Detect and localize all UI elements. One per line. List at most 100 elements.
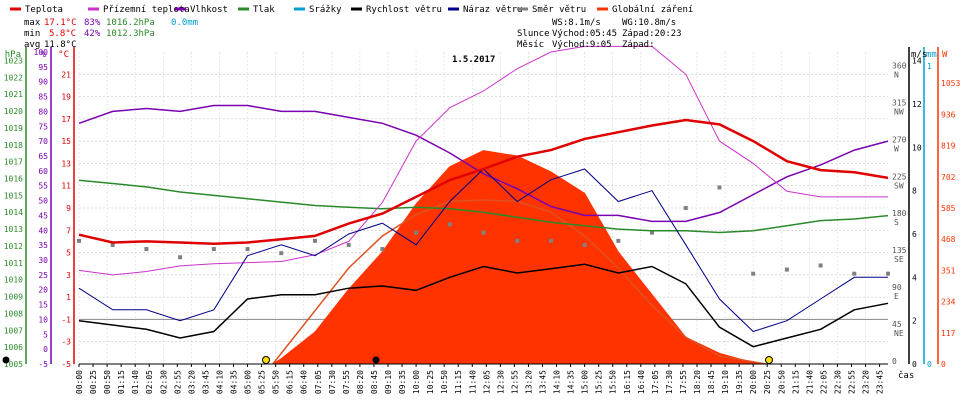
chart-title: 1.5.2017 <box>452 55 495 65</box>
x-tick-label: 10:50 <box>440 370 449 394</box>
axis-tick-humidity_pct: 60 <box>38 167 48 176</box>
sunset-marker <box>765 356 773 364</box>
axes: hPa1023102210211020101910181017101610151… <box>4 47 960 369</box>
radiation-area <box>271 150 767 365</box>
axis-tick-pressure_hpa: 1017 <box>4 158 23 167</box>
axis-tick-pressure_hpa: 1007 <box>4 326 23 335</box>
axis-tick-temperature_c: 9 <box>66 204 71 213</box>
x-tick-label: 07:30 <box>328 370 337 394</box>
axis-tick-humidity_pct: 30 <box>38 256 48 265</box>
axis-tick-wind-dir-label: NW <box>894 107 904 116</box>
axis-tick-humidity_pct: 45 <box>38 211 48 220</box>
legend-label: Tlak <box>253 5 275 15</box>
axis-label-pressure_hpa: hPa <box>5 50 21 60</box>
info-ws: WS:8.1m/s <box>552 18 601 28</box>
axis-tick-wind-dir: 45 <box>892 320 902 329</box>
axis-tick-humidity_pct: 50 <box>38 197 48 206</box>
stat-max-hum: 83% <box>84 18 101 28</box>
axis-tick-humidity_pct: 100 <box>34 48 49 57</box>
axis-tick-pressure_hpa: 1015 <box>4 191 23 200</box>
x-tick-label: 15:50 <box>609 370 618 394</box>
x-tick-label: 18:20 <box>693 370 702 394</box>
axis-tick-humidity_pct: 90 <box>38 78 48 87</box>
wind-dir-point <box>346 242 351 247</box>
axis-tick-wind-dir-label: SW <box>894 181 904 190</box>
axis-label-humidity_pct: % <box>41 50 47 60</box>
axis-tick-pressure_hpa: 1018 <box>4 141 23 150</box>
wind-dir-point <box>650 230 655 235</box>
x-tick-label: 05:00 <box>244 370 253 394</box>
wind-dir-point <box>481 230 486 235</box>
x-tick-label: 05:25 <box>258 370 267 394</box>
axis-label-precip: mm <box>926 50 937 60</box>
stat-min-label: min <box>24 29 40 39</box>
axis-tick-temperature_c: 11 <box>61 182 71 191</box>
wind-dir-point <box>312 238 317 243</box>
axis-tick-wind-dir: 135 <box>892 246 907 255</box>
axis-tick-wind: 8 <box>912 187 917 196</box>
axis-label-wind: m/s <box>911 50 927 60</box>
axis-tick-humidity_pct: 85 <box>38 93 48 102</box>
axis-tick-temperature_c: 21 <box>61 70 71 79</box>
wind-dir-point <box>886 271 890 276</box>
x-tick-label: 02:30 <box>159 370 168 394</box>
axis-tick-wind-dir: 0 <box>892 357 897 366</box>
x-tick-label: 19:35 <box>735 370 744 394</box>
info-block: WS:8.1m/s WG:10.8m/s Slunce Východ:05:45… <box>517 18 682 50</box>
legend-label: Rychlost větru <box>366 5 442 15</box>
x-tick-label: 23:20 <box>862 370 871 394</box>
wind-dir-point <box>818 263 823 268</box>
wind-dir-point <box>77 238 81 243</box>
axis-tick-humidity_pct: 40 <box>38 226 48 235</box>
info-sunset: Západ:20:23 <box>622 29 682 39</box>
axis-tick-pressure_hpa: 1022 <box>4 73 23 82</box>
x-tick-label: 14:10 <box>553 370 562 394</box>
legend: Teplota Přízemní teplota Vlhkost Tlak Srážky… <box>10 5 693 15</box>
axis-tick-radiation: 234 <box>941 298 956 307</box>
wind-dir-point <box>279 251 284 256</box>
x-tick-label: 21:40 <box>805 370 814 394</box>
wind-dir-point <box>211 247 216 252</box>
info-moonrise: Východ:9:05 <box>552 40 612 50</box>
x-tick-label: 04:35 <box>229 370 238 394</box>
x-tick-label: 20:25 <box>763 370 772 394</box>
axis-tick-humidity_pct: 0 <box>43 345 48 354</box>
axis-tick-wind-dir: 270 <box>892 135 907 144</box>
axis-tick-humidity_pct: 25 <box>38 271 48 280</box>
x-tick-label: 17:30 <box>665 370 674 394</box>
axis-tick-humidity_pct: 15 <box>38 301 48 310</box>
axis-tick-wind-dir-label: NE <box>894 329 904 338</box>
wind-dir-point <box>515 238 520 243</box>
stat-max-label: max <box>24 18 41 28</box>
wind-dir-point <box>110 242 115 247</box>
axis-tick-pressure_hpa: 1014 <box>4 208 23 217</box>
wind-dir-point <box>683 206 688 210</box>
axis-tick-pressure_hpa: 1020 <box>4 107 23 116</box>
axis-tick-temperature_c: -5 <box>61 360 71 369</box>
stat-precip: 0.0mm <box>171 18 198 28</box>
axis-tick-radiation: 819 <box>941 142 956 151</box>
x-tick-label: 22:30 <box>833 370 842 394</box>
axis-tick-temperature_c: 17 <box>61 115 71 124</box>
info-wg: WG:10.8m/s <box>622 18 676 28</box>
x-tick-label: 02:55 <box>173 370 182 394</box>
axis-tick-humidity_pct: 20 <box>38 286 48 295</box>
axis-tick-pressure_hpa: 1010 <box>4 276 23 285</box>
x-tick-label: 16:40 <box>637 370 646 394</box>
axis-tick-pressure_hpa: 1016 <box>4 174 23 183</box>
x-tick-label: 17:55 <box>679 370 688 394</box>
wind-dir-point <box>447 222 452 227</box>
legend-label: Globální záření <box>612 5 693 15</box>
x-tick-label: 01:40 <box>131 370 140 394</box>
axis-tick-temperature_c: 13 <box>61 159 71 168</box>
axis-tick-pressure_hpa: 1021 <box>4 90 23 99</box>
wind-dir-point <box>751 271 756 276</box>
axis-tick-pressure_hpa: 1008 <box>4 309 23 318</box>
axis-tick-radiation: 0 <box>941 360 946 369</box>
axis-tick-wind-dir: 225 <box>892 172 907 181</box>
x-tick-label: 16:15 <box>623 370 632 394</box>
axis-tick-wind-dir: 315 <box>892 98 907 107</box>
x-tick-label: 11:15 <box>454 370 463 394</box>
x-axis-label: čas <box>898 370 914 381</box>
